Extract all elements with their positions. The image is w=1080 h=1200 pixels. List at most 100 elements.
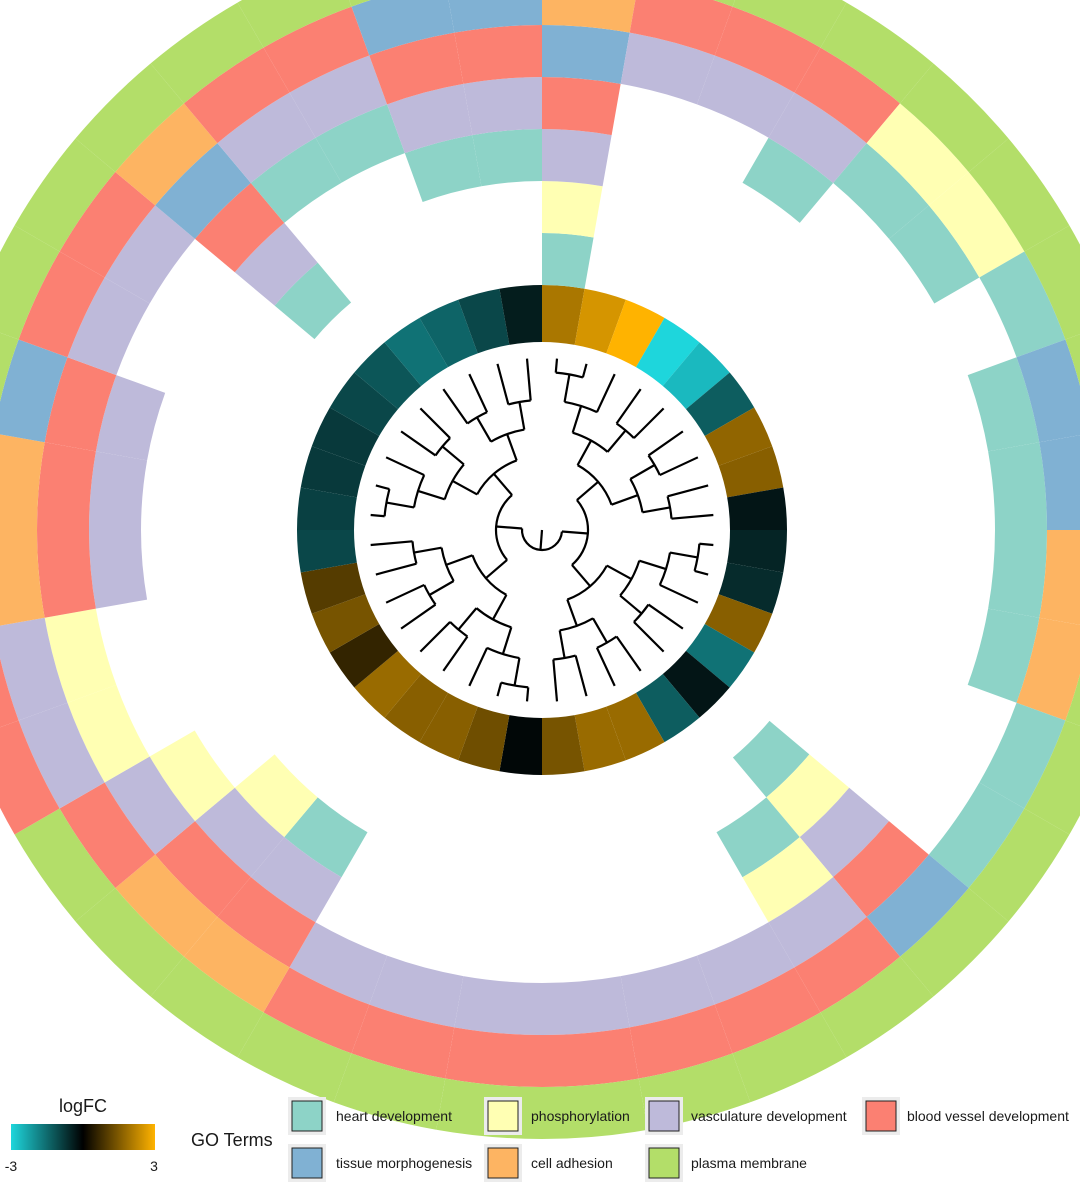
go-term-cell bbox=[542, 25, 630, 84]
dendrogram-branch bbox=[629, 464, 656, 480]
go-term-cell bbox=[979, 702, 1066, 809]
go-term-cell bbox=[866, 103, 969, 206]
dendrogram-branch bbox=[571, 405, 583, 434]
go-term-cell bbox=[1039, 530, 1080, 625]
go-term-cell bbox=[0, 658, 19, 728]
dendrogram-branch bbox=[615, 388, 642, 425]
dendrogram-branch bbox=[441, 445, 465, 466]
go-term-cell bbox=[149, 730, 235, 822]
go-term-cell bbox=[900, 888, 1009, 997]
logfc-cell bbox=[574, 288, 626, 354]
dendrogram-branch bbox=[552, 659, 559, 702]
go-term-cell bbox=[274, 262, 352, 340]
logfc-legend: logFC -3 3 bbox=[5, 1096, 158, 1174]
go-term-cell bbox=[900, 63, 1009, 172]
go-term-cell bbox=[75, 888, 184, 997]
logfc-cell bbox=[662, 342, 730, 410]
go-term-cell bbox=[448, 0, 542, 33]
logfc-cell bbox=[574, 706, 626, 772]
dendrogram-branch bbox=[417, 489, 446, 501]
dendrogram-branch bbox=[659, 583, 699, 604]
go-term-cell bbox=[194, 182, 285, 273]
logfc-cell bbox=[542, 285, 585, 345]
dendrogram-branch bbox=[595, 647, 616, 687]
dendrogram-branch bbox=[642, 506, 671, 514]
go-term-cell bbox=[14, 138, 116, 252]
go-term-cell bbox=[284, 797, 368, 878]
go-term-cell bbox=[1065, 334, 1080, 387]
go-term-cell bbox=[629, 1004, 733, 1079]
logfc-cell bbox=[606, 299, 665, 368]
dendrogram-branch bbox=[468, 373, 489, 413]
logfc-cell bbox=[311, 594, 380, 653]
legend-label: tissue morphogenesis bbox=[336, 1155, 472, 1171]
logfc-cell bbox=[297, 487, 357, 530]
dendrogram-branch bbox=[581, 363, 588, 378]
dendrogram-branch bbox=[370, 513, 385, 518]
dendrogram-branch bbox=[452, 479, 478, 496]
go-term-cell bbox=[234, 222, 318, 306]
dendrogram-branch bbox=[633, 621, 665, 653]
go-term-cell bbox=[89, 530, 148, 609]
go-term-cell bbox=[968, 808, 1070, 922]
go-term-cell bbox=[820, 956, 934, 1058]
go-term-cell bbox=[1024, 720, 1080, 835]
logfc-cell bbox=[329, 624, 398, 688]
go-term-cell bbox=[696, 922, 795, 1005]
go-term-cell bbox=[542, 0, 636, 33]
dendrogram-branch bbox=[370, 540, 413, 547]
dendrogram-arc bbox=[476, 459, 518, 495]
go-term-cell bbox=[799, 787, 890, 878]
go-term-cell bbox=[445, 1027, 542, 1087]
dendrogram-branch bbox=[419, 621, 451, 653]
dendrogram-arc bbox=[633, 603, 650, 623]
logfc-cell bbox=[354, 650, 422, 718]
go-term-cell bbox=[263, 967, 370, 1054]
dendrogram-branch bbox=[506, 433, 518, 461]
logfc-cell bbox=[542, 715, 585, 775]
dendrogram-branch bbox=[563, 374, 571, 403]
go-term-cell bbox=[351, 0, 455, 56]
logfc-cell bbox=[384, 317, 448, 386]
legend-swatch bbox=[487, 1100, 519, 1132]
dendrogram-arc bbox=[449, 621, 469, 638]
go-term-cell bbox=[629, 0, 733, 56]
dendrogram-branch bbox=[419, 407, 451, 439]
logfc-cell bbox=[727, 487, 787, 530]
go-term-cell bbox=[542, 1027, 639, 1087]
logfc-cell bbox=[499, 285, 542, 345]
dendrogram-branch bbox=[400, 430, 437, 457]
dendrogram-arc bbox=[434, 437, 451, 457]
dendrogram-branch bbox=[606, 564, 632, 581]
dendrogram bbox=[370, 358, 714, 702]
dendrogram-branch bbox=[491, 594, 508, 620]
go-term-cell bbox=[263, 6, 370, 93]
logfc-cell bbox=[636, 674, 700, 743]
dendrogram-branch bbox=[561, 530, 588, 535]
go-term-cell bbox=[150, 956, 264, 1058]
logfc-max-label: 3 bbox=[150, 1158, 158, 1174]
go-term-cell bbox=[732, 720, 810, 798]
dendrogram-branch bbox=[619, 594, 643, 615]
logfc-cell bbox=[354, 342, 422, 410]
go-term-cell bbox=[714, 967, 821, 1054]
logfc-cell bbox=[384, 674, 448, 743]
logfc-cell bbox=[311, 407, 380, 466]
logfc-colorbar bbox=[11, 1124, 155, 1150]
dendrogram-branch bbox=[445, 554, 473, 566]
go-term-cell bbox=[542, 181, 603, 238]
go-term-cell bbox=[1065, 673, 1080, 726]
go-term-cell bbox=[542, 976, 630, 1035]
logfc-cell bbox=[499, 715, 542, 775]
logfc-cell bbox=[718, 562, 784, 614]
go-term-cell bbox=[37, 530, 96, 618]
dendrogram-branch bbox=[671, 513, 714, 520]
go-term-cell bbox=[542, 129, 612, 187]
legend-swatch bbox=[291, 1100, 323, 1132]
go-term-cell bbox=[542, 1078, 648, 1139]
go-term-cell bbox=[18, 702, 105, 809]
dendrogram-arc bbox=[615, 422, 635, 439]
logfc-cell bbox=[704, 407, 773, 466]
go-term-cell bbox=[289, 55, 388, 138]
go-term-cell bbox=[742, 837, 834, 923]
